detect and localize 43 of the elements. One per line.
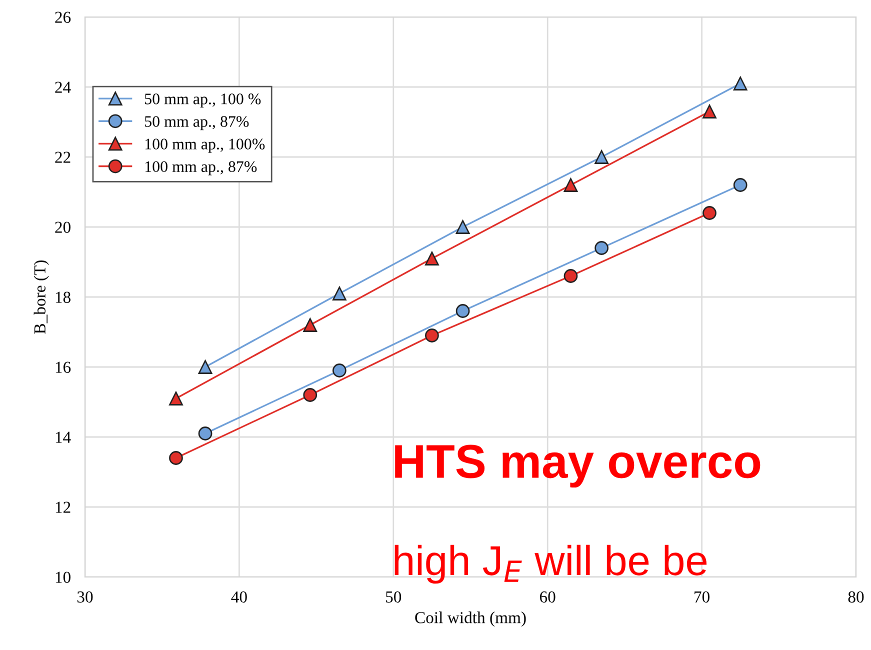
point [564,269,578,283]
point [198,426,212,440]
x-tick-label: 50 [386,591,402,603]
point [198,360,212,374]
x-tick-label: 30 [77,591,93,603]
y-tick-label: 16 [56,362,71,373]
point [303,388,318,402]
point [425,252,439,266]
annotation: HTS may overco [395,444,760,488]
y-tick-label: 10 [56,572,70,583]
y-tick-label: 18 [56,292,70,303]
legend-label: 50 mm ap., 100 % [145,94,261,108]
x-tick-label: 70 [694,591,710,603]
point [733,76,748,90]
point [425,328,439,342]
point [303,318,318,332]
point [456,220,470,234]
y-tick-label: 26 [55,12,71,23]
point [564,178,578,192]
y-tick-label: 24 [55,82,71,93]
y-tick-label: 20 [55,222,70,233]
x-tick-label: 40 [231,591,247,603]
point [594,150,609,164]
point [702,206,716,220]
legend-label: 100 mm ap., 87% [146,161,257,176]
point [332,364,346,378]
y-tick-label: 22 [55,152,70,163]
y-tick-label: 12 [56,502,70,513]
legend-label: 100 mm ap., 100% [146,138,265,153]
x-axis-title: Coil width (mm) [415,612,526,627]
point [169,392,183,406]
point [456,304,470,318]
point [169,451,183,465]
x-tick-label: 80 [848,591,864,603]
y-tick-label: 14 [56,432,71,443]
point [594,241,609,255]
y-axis-title: B_bore (T) [34,260,49,334]
annotation: high J$_{E}$ will be be [394,544,707,584]
point [702,104,716,118]
x-tick-label: 60 [540,591,556,603]
legend-label: 50 mm ap., 87% [145,116,249,130]
point [332,286,346,300]
point [733,178,748,192]
